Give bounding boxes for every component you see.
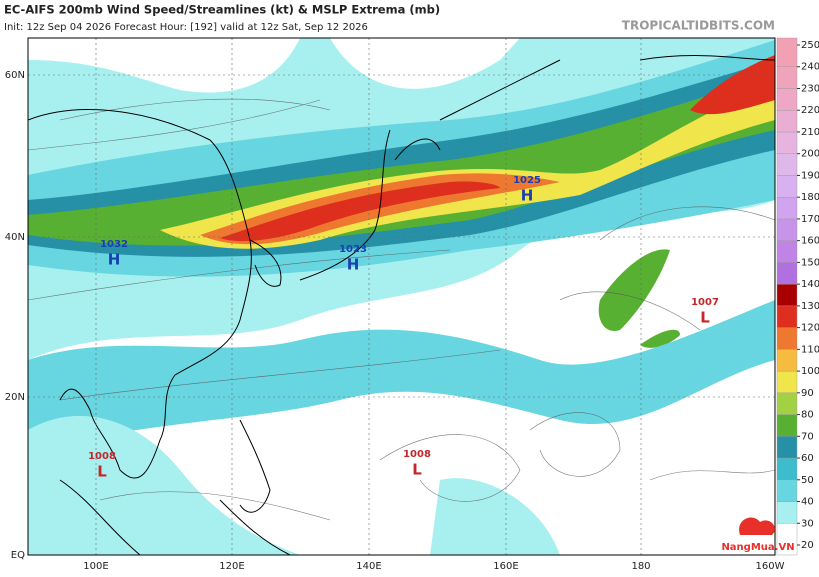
lon-label: 160E — [493, 561, 518, 572]
colorbar-label: 50 — [801, 475, 814, 486]
colorbar-label: 90 — [801, 388, 814, 399]
colorbar-bin — [776, 66, 798, 89]
colorbar-bin — [776, 153, 798, 176]
lat-label: 20N — [5, 392, 25, 403]
pressure-value: 1032 — [100, 239, 128, 250]
colorbar-label: 250 — [801, 40, 819, 51]
colorbar-label: 110 — [801, 344, 819, 355]
colorbar-bin — [776, 131, 798, 154]
colorbar-label: 210 — [801, 127, 819, 138]
subtitle: Init: 12z Sep 04 2026 Forecast Hour: [19… — [4, 22, 368, 33]
pressure-value: 1023 — [339, 244, 367, 255]
title: EC-AIFS 200mb Wind Speed/Streamlines (kt… — [4, 3, 440, 17]
pressure-value: 1007 — [691, 297, 719, 308]
pressure-symbol: L — [97, 463, 107, 481]
lon-label: 140E — [356, 561, 381, 572]
colorbar-label: 100 — [801, 366, 819, 377]
colorbar-label: 120 — [801, 323, 819, 334]
colorbar-bin — [776, 457, 798, 480]
colorbar-bin — [776, 196, 798, 220]
colorbar-bin — [776, 110, 798, 133]
colorbar-bin — [776, 349, 798, 372]
colorbar-label: 20 — [801, 540, 814, 551]
colorbar-label: 70 — [801, 431, 814, 442]
pressure-symbol: H — [521, 187, 534, 205]
lon-label: 120E — [219, 561, 244, 572]
colorbar-label: 160 — [801, 236, 819, 247]
colorbar-label: 170 — [801, 214, 819, 225]
pressure-symbol: L — [412, 461, 422, 479]
colorbar-bin — [776, 240, 798, 263]
colorbar-bin — [776, 218, 798, 241]
colorbar-bin — [776, 37, 798, 67]
pressure-symbol: L — [700, 309, 710, 327]
colorbar-bin — [776, 88, 798, 111]
lat-label: 40N — [5, 232, 25, 243]
pressure-value: 1008 — [88, 451, 116, 462]
colorbar-bin — [776, 175, 798, 198]
colorbar-bin — [776, 327, 798, 350]
colorbar-bin — [776, 436, 798, 459]
colorbar-bin — [776, 501, 798, 524]
lon-label: 180 — [631, 561, 650, 572]
colorbar-bin — [776, 283, 798, 307]
colorbar-bin — [776, 414, 798, 437]
colorbar-label: 180 — [801, 192, 819, 203]
colorbar-label: 200 — [801, 149, 819, 160]
colorbar-label: 40 — [801, 497, 814, 508]
colorbar-label: 60 — [801, 453, 814, 464]
colorbar-bin — [776, 392, 798, 415]
colorbar-label: 30 — [801, 518, 814, 529]
colorbar-bin — [776, 262, 798, 285]
colorbar-bin — [776, 370, 798, 394]
pressure-value: 1008 — [403, 449, 431, 460]
colorbar-label: 150 — [801, 257, 819, 268]
colorbar-label: 240 — [801, 62, 819, 73]
colorbar-bin — [776, 479, 798, 502]
watermark: NangMua.VN — [721, 517, 795, 553]
lat-label: 60N — [5, 70, 25, 81]
pressure-symbol: H — [347, 256, 360, 274]
watermark-text: NangMua.VN — [721, 542, 794, 553]
colorbar-label: 190 — [801, 170, 819, 181]
lon-label: 100E — [83, 561, 108, 572]
pressure-symbol: H — [108, 251, 121, 269]
pressure-value: 1025 — [513, 175, 541, 186]
colorbar-label: 140 — [801, 279, 819, 290]
lat-label: EQ — [11, 550, 25, 561]
site-name: TROPICALTIDBITS.COM — [622, 19, 775, 33]
colorbar-bin — [776, 305, 798, 328]
colorbar-label: 80 — [801, 410, 814, 421]
lon-label: 160W — [756, 561, 785, 572]
colorbar-label: 230 — [801, 83, 819, 94]
colorbar-label: 220 — [801, 105, 819, 116]
colorbar-label: 130 — [801, 301, 819, 312]
map — [27, 37, 776, 556]
